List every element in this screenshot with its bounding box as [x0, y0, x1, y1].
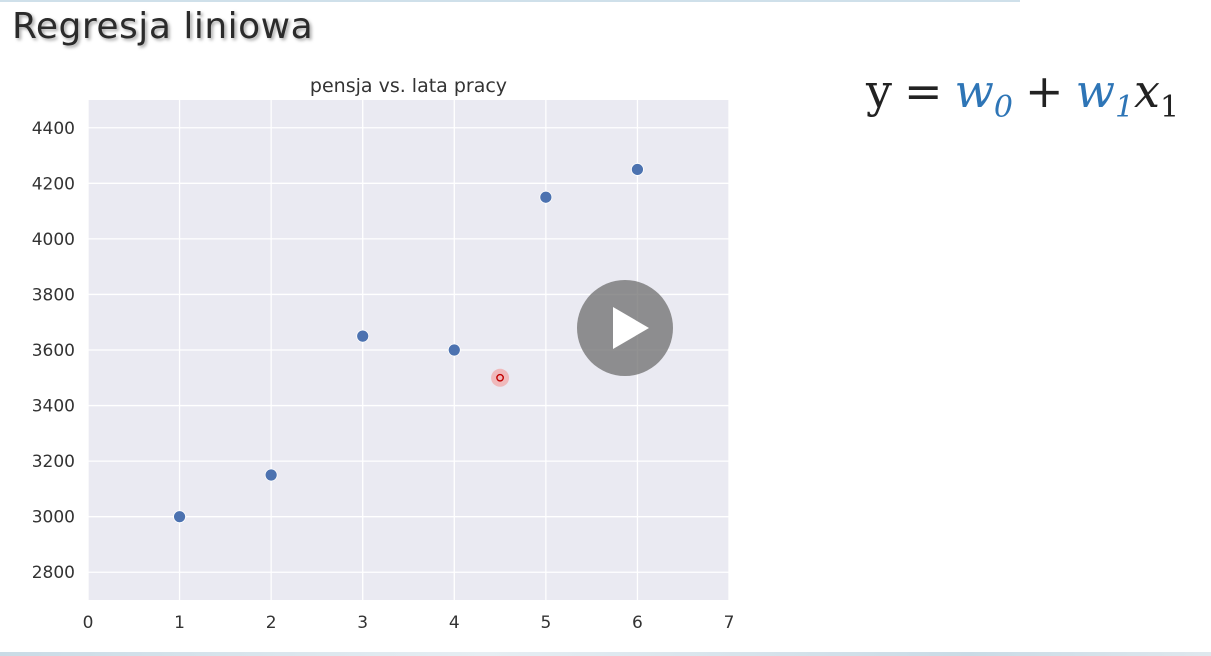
- formula-w0-subscript: 0: [993, 90, 1014, 125]
- bottom-progress-bar[interactable]: [0, 652, 1211, 656]
- formula-y: y: [866, 64, 892, 118]
- y-tick-label: 3200: [32, 452, 75, 472]
- x-tick-label: 7: [724, 613, 735, 633]
- y-tick-label: 4400: [32, 119, 75, 139]
- formula-equals: =: [904, 64, 943, 118]
- data-point: [447, 343, 461, 357]
- cursor-highlight-icon: [491, 368, 510, 387]
- data-point: [264, 468, 278, 482]
- cursor-dot: [496, 373, 504, 382]
- y-tick-label: 2800: [32, 563, 75, 583]
- x-tick-label: 1: [174, 613, 185, 633]
- formula-plus: +: [1025, 64, 1064, 118]
- x-tick-label: 3: [357, 613, 368, 633]
- x-tick-label: 0: [83, 613, 94, 633]
- formula-x1-subscript: 1: [1159, 90, 1180, 125]
- formula-w1: w: [1075, 64, 1115, 118]
- slide-title: Regresja liniowa: [12, 6, 314, 47]
- formula-w1-subscript: 1: [1114, 90, 1135, 125]
- top-rule: [0, 0, 1020, 2]
- y-tick-label: 3800: [32, 285, 75, 305]
- x-tick-label: 4: [449, 613, 460, 633]
- regression-formula: y = w0 + w1x1: [866, 64, 1179, 125]
- x-tick-label: 2: [266, 613, 277, 633]
- play-button[interactable]: [577, 280, 673, 376]
- formula-w0: w: [954, 64, 994, 118]
- x-tick-label: 5: [540, 613, 551, 633]
- data-point: [539, 190, 553, 204]
- formula-x1: x: [1134, 64, 1160, 118]
- y-tick-label: 4200: [32, 174, 75, 194]
- play-icon: [613, 307, 649, 349]
- chart-title: pensja vs. lata pracy: [310, 75, 507, 97]
- x-tick-label: 6: [632, 613, 643, 633]
- y-tick-label: 3400: [32, 397, 75, 417]
- data-point: [173, 510, 186, 524]
- y-tick-label: 3600: [32, 341, 75, 361]
- y-tick-label: 4000: [32, 230, 75, 250]
- data-point: [356, 329, 370, 343]
- data-point: [631, 163, 644, 176]
- y-tick-label: 3000: [32, 508, 75, 528]
